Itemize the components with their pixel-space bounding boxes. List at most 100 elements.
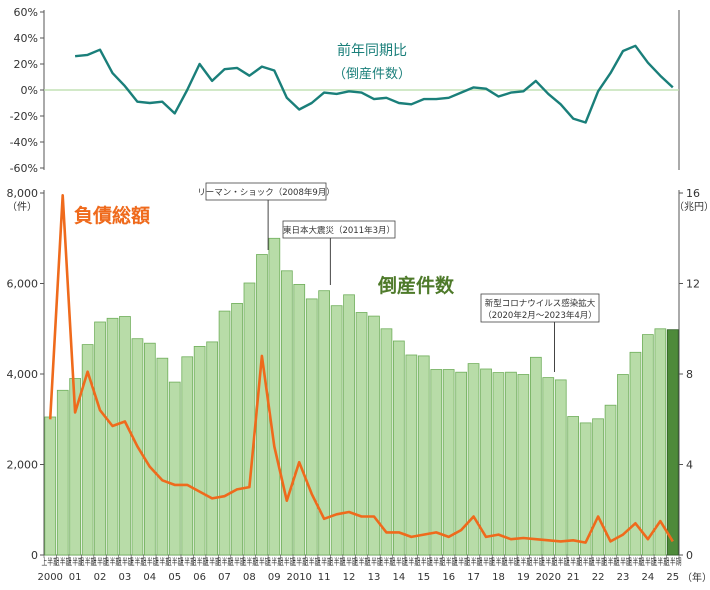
count-bar [542,377,555,556]
yoy-panel: 60% 40% 20% 0% -20% -40% -60% 前年同期比 （倒産件数） [10,6,680,175]
x-half-label: 上半期 [241,556,258,568]
x-year-label: 08 [243,572,256,583]
x-unit-label: （年） [682,571,710,584]
x-half-label: 上半期 [428,556,445,568]
x-year-label: 07 [218,572,231,583]
bars-group [44,237,679,556]
right-y-ticks: 16 12 8 4 0 [679,187,700,562]
left-tick-label: 4,000 [7,368,39,381]
x-half-label: 上半期 [253,556,270,568]
x-year-label: 19 [517,572,530,583]
x-year-label: 18 [492,572,505,583]
yoy-tick-label: 20% [14,58,38,71]
count-bar [231,302,243,556]
x-year-label: 11 [318,572,331,583]
x-half-label: 上半期 [116,556,133,568]
count-bar [579,422,592,556]
x-half-label: 上半期 [353,556,370,568]
x-half-label: 上半期 [378,556,395,568]
x-half-label: 上半期 [589,556,606,568]
right-tick-label: 4 [686,459,693,472]
x-half-label: 上半期 [602,556,619,568]
count-bar [156,357,169,556]
left-tick-label: 6,000 [7,278,39,291]
x-half-label: 上半期 [365,556,382,568]
x-half-label: 上半期 [141,556,158,568]
x-half-label: 上半期 [527,556,544,568]
x-half-label: 上半期 [639,556,656,568]
count-bar [455,371,468,556]
yoy-tick-label: -20% [10,110,38,123]
x-half-label: 上半期 [278,556,295,568]
x-year-label: 16 [442,572,455,583]
x-half-label: 上半期 [477,556,494,568]
x-half-label: 上半期 [490,556,507,568]
count-bar [368,315,380,556]
x-year-label: 02 [94,572,107,583]
x-half-label: 上半期 [54,556,71,568]
count-bar [492,372,505,556]
count-bar [218,310,231,556]
right-tick-label: 8 [686,368,693,381]
x-year-label: 04 [143,572,156,583]
count-series-label: 倒産件数 [377,274,455,297]
x-year-label: 25 [666,572,679,583]
yoy-tick-label: -40% [10,136,38,149]
x-half-label: 上半期 [203,556,220,568]
annotation-box [480,293,600,323]
x-half-label: 上半期 [390,556,407,568]
annotation-text: 新型コロナウイルス感染拡大 [485,298,596,309]
count-bar [480,368,492,556]
x-half-label: 上半期 [403,556,420,568]
x-half-label: 上半期 [91,556,108,568]
x-half-label: 上半期 [303,556,320,568]
x-half-label: 上半期 [291,556,308,568]
main-panel: 8,000 6,000 4,000 2,000 0 16 12 8 4 0 （件） （兆円） リ… [7,182,710,584]
x-year-label: 2010 [286,572,311,583]
yoy-title: 前年同期比 [337,42,407,59]
x-half-label: 上半期 [340,556,357,568]
count-bar [505,371,517,556]
x-half-label: 上半期 [577,556,594,568]
count-bar [94,321,106,556]
x-half-label: 上半期 [440,556,457,568]
x-half-label: 上半期 [465,556,482,568]
count-bar [44,416,57,556]
count-bar [629,351,642,556]
count-bar [280,270,293,556]
x-half-label: 上半期 [515,556,532,568]
count-bar [119,316,131,556]
x-half-label: 上半期 [328,556,345,568]
x-year-label: 21 [567,572,580,583]
x-half-label: 上半期 [216,556,233,568]
yoy-y-ticks: 60% 40% 20% 0% -20% -40% -60% [10,6,44,175]
x-half-label: 上半期 [79,556,96,568]
x-year-label: 01 [69,572,82,583]
count-bar [268,237,281,556]
count-bar [567,416,580,556]
x-half-label: 上半期 [627,556,644,568]
x-half-label: 上半期 [154,556,171,568]
count-bar [318,290,331,556]
x-half-label: 上半期 [129,556,146,568]
count-bar [355,312,368,556]
x-year-label: 23 [617,572,630,583]
count-bar [530,356,542,556]
x-half-label: 上半期 [415,556,432,568]
count-bar [193,345,206,556]
x-half-label: 上半期 [315,556,332,568]
debt-line [48,194,674,544]
x-year-label: 14 [393,572,406,583]
right-unit-label: （兆円） [674,201,710,213]
x-year-label: 05 [168,572,181,583]
annotation-text: 東日本大震災（2011年3月） [283,225,395,236]
count-bar [405,354,418,556]
count-bar [305,298,318,556]
x-half-label: 上半期 [614,556,631,568]
count-bar [206,341,218,556]
x-half-label: 上半期 [179,556,196,568]
count-bar [293,283,306,556]
count-bar [168,381,181,556]
right-tick-label: 0 [686,549,693,562]
